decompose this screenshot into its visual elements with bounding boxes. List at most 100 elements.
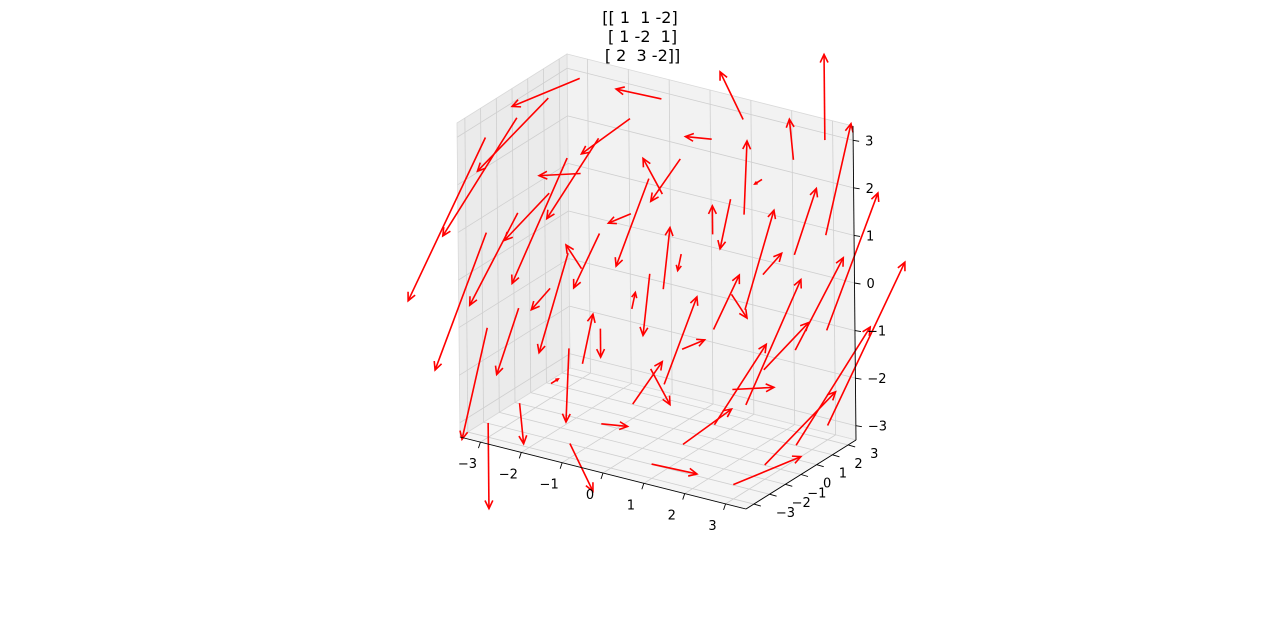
arrow-head: [722, 408, 734, 418]
x-tick-label: 1: [627, 498, 635, 513]
arrow-shaft: [794, 257, 844, 351]
z-tick-label: 0: [867, 277, 875, 292]
arrow-shaft: [572, 233, 601, 289]
arrow-head: [572, 278, 582, 290]
x-tick: [641, 483, 645, 490]
arrow-head: [518, 435, 528, 446]
vector-arrow: [753, 178, 763, 186]
y-tick: [848, 444, 856, 448]
vector-arrow: [561, 348, 571, 424]
arrow-head: [537, 170, 548, 180]
arrow-head: [844, 121, 854, 133]
vector-arrow: [649, 368, 671, 407]
z-tick: [853, 139, 860, 142]
vector-arrow: [732, 455, 803, 486]
y-tick-label: −3: [776, 506, 795, 521]
vector-arrow: [476, 97, 549, 173]
z-tick: [855, 377, 862, 380]
chart-title: [[ 1 1 -2] [ 1 -2 1] [ 2 3 -2]]: [0, 8, 1280, 65]
arrow-head: [545, 209, 555, 221]
arrow-head: [683, 132, 695, 142]
arrow-shaft: [730, 293, 748, 319]
z-tick-label: −1: [867, 325, 886, 340]
vector-arrow: [742, 139, 752, 215]
arrow-head: [826, 390, 837, 401]
y-tick: [753, 503, 761, 507]
title-line-2: [ 1 -2 1]: [602, 27, 678, 46]
y-tick-label: 3: [870, 447, 878, 462]
arrow-shaft: [719, 71, 744, 120]
arrow-head: [536, 343, 546, 355]
vector-arrow: [745, 277, 803, 406]
vector-arrow: [681, 338, 707, 350]
vector-arrow: [707, 203, 718, 235]
arrow-head: [510, 99, 522, 108]
arrow-shaft: [615, 178, 650, 267]
vector-arrow: [730, 293, 749, 320]
vector-arrow: [712, 273, 741, 330]
x-tick: [600, 472, 604, 480]
arrow-shaft: [795, 326, 871, 446]
vector-arrow: [632, 360, 664, 405]
grid-line-back-z: [567, 163, 855, 236]
x-tick-label: −1: [540, 478, 559, 493]
grid-line-floor-x: [643, 413, 755, 484]
vector-arrow: [579, 117, 631, 155]
arrow-shaft: [712, 274, 741, 330]
arrow-shaft: [434, 232, 488, 371]
grid-line-floor-y: [546, 382, 833, 456]
vector-arrow: [503, 192, 550, 242]
z-tick-label: 3: [865, 134, 873, 149]
arrow-shaft: [825, 192, 879, 331]
arrow-head: [791, 455, 803, 464]
grid-line-floor-y: [530, 392, 817, 466]
arrow-shaft: [487, 422, 490, 509]
arrow-head: [631, 290, 638, 299]
x-tick-label: 2: [668, 509, 676, 524]
vector-arrow: [744, 208, 777, 311]
arrow-head: [579, 145, 591, 155]
y-tick: [769, 493, 777, 497]
grid-line-back-z: [567, 67, 854, 141]
y-tick-label: −1: [807, 486, 826, 501]
arrow-head: [484, 500, 494, 511]
arrow-shaft: [461, 327, 489, 440]
arrow-head: [407, 291, 416, 303]
grid-line-back-x: [750, 100, 755, 415]
vector-arrow: [459, 327, 489, 442]
arrow-shaft: [565, 244, 583, 270]
y-tick: [816, 464, 824, 468]
vector-arrow: [530, 287, 551, 312]
x-tick-label: 0: [586, 488, 594, 503]
vector-arrow: [631, 290, 638, 310]
vector-arrow: [518, 403, 528, 446]
arrow-head: [767, 208, 777, 220]
vector-arrow: [793, 186, 819, 256]
z-tick-label: −2: [867, 372, 886, 387]
arrow-head: [642, 156, 651, 168]
z-tick-label: −3: [868, 420, 887, 435]
arrow-head: [689, 295, 699, 306]
vector-arrow: [606, 213, 632, 225]
arrow-head: [585, 482, 594, 493]
arrow-head: [862, 325, 872, 337]
arrow-shaft: [580, 117, 631, 155]
arrow-head: [530, 300, 540, 312]
arrow-head: [564, 243, 575, 254]
vector-arrow: [682, 408, 734, 446]
y-tick-label: 1: [839, 467, 847, 482]
arrow-head: [433, 361, 443, 372]
arrow-shaft: [788, 119, 795, 160]
arrow-head: [731, 273, 741, 285]
arrow-shaft: [762, 252, 783, 276]
z-tick-label: 2: [866, 182, 874, 197]
grid-line-left-z: [458, 210, 569, 281]
arrow-head: [707, 203, 718, 215]
arrow-head: [819, 52, 829, 63]
grid-line-back-x: [791, 110, 796, 425]
z-tick: [853, 187, 860, 190]
arrow-shaft: [676, 253, 682, 271]
vector-arrow: [717, 199, 732, 251]
